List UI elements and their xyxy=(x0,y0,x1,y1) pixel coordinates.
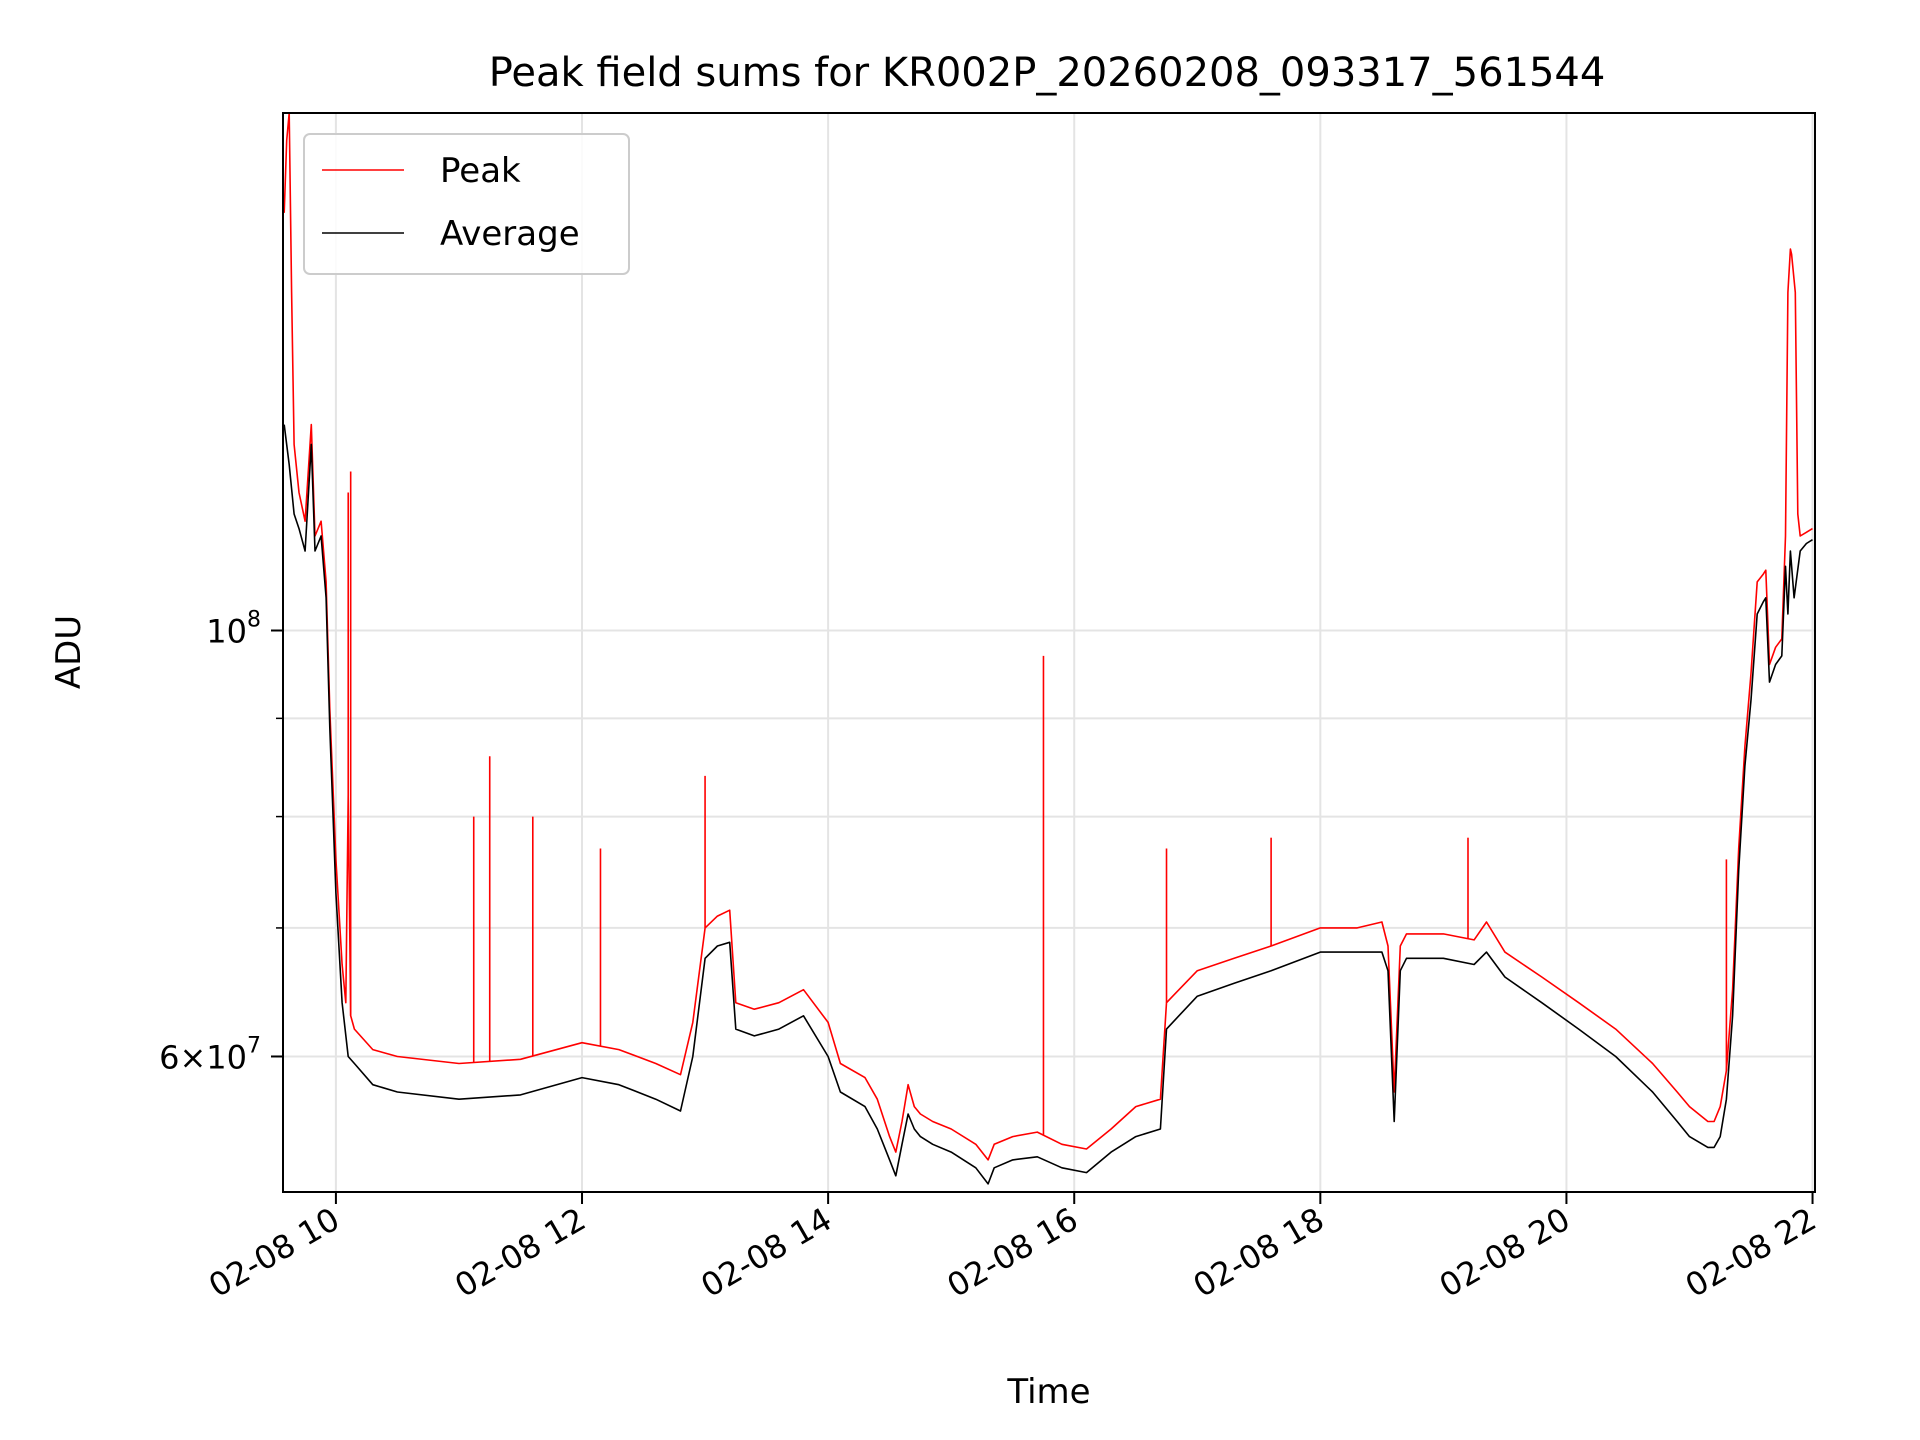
grid xyxy=(283,113,1815,1192)
legend-box xyxy=(303,133,630,275)
legend-label-peak: Peak xyxy=(440,151,521,191)
series-line-average xyxy=(283,424,1813,1185)
y-axis-label: ADU xyxy=(49,615,89,689)
plot-frame xyxy=(282,112,1816,1193)
y-tick-base: 10 xyxy=(206,612,247,650)
y-tick-multiplier: 6× xyxy=(159,1038,206,1076)
y-tick-label: 108 xyxy=(206,607,261,650)
series-line-peak xyxy=(283,112,1813,1161)
y-tick-label: 6×107 xyxy=(159,1033,261,1076)
legend-label-average: Average xyxy=(440,214,580,254)
y-tick-exponent: 8 xyxy=(247,607,261,632)
y-tick-exponent: 7 xyxy=(247,1033,261,1058)
y-tick-base: 10 xyxy=(206,1038,247,1076)
legend: Peak Average xyxy=(303,133,630,275)
chart-title: Peak field sums for KR002P_20260208_0933… xyxy=(489,50,1606,96)
x-axis-label: Time xyxy=(1006,1372,1090,1412)
series-layer xyxy=(283,112,1813,1185)
